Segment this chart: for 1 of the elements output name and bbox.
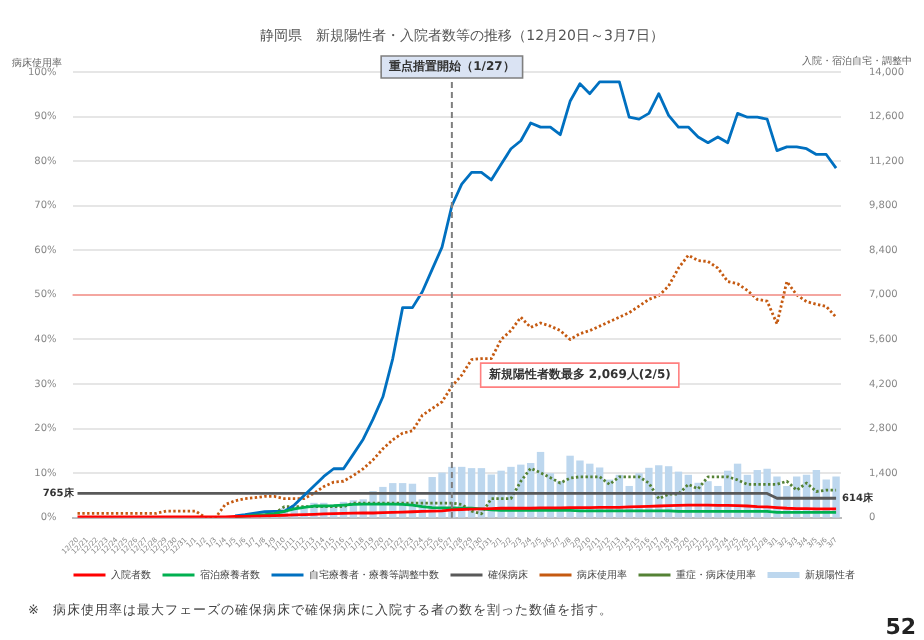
text: 52 [885,614,916,640]
